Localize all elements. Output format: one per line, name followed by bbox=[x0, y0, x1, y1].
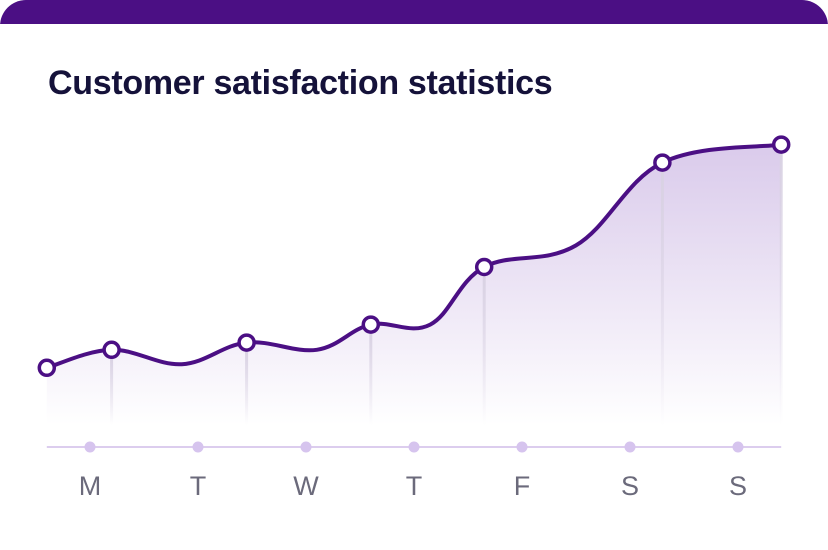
data-point-marker bbox=[653, 153, 672, 172]
x-tick-label: T bbox=[406, 471, 423, 501]
x-axis-dot bbox=[408, 441, 420, 453]
data-point-marker bbox=[102, 340, 121, 360]
drop-line bbox=[779, 152, 783, 425]
x-tick-label: F bbox=[514, 471, 531, 501]
drop-line bbox=[245, 350, 249, 425]
data-point-marker bbox=[37, 358, 57, 378]
x-tick-label: S bbox=[729, 471, 747, 501]
data-point-marker bbox=[771, 135, 791, 154]
x-tick-label: M bbox=[79, 471, 102, 501]
x-axis-dot bbox=[516, 441, 528, 453]
x-tick-label: S bbox=[621, 471, 639, 501]
x-tick-label: T bbox=[190, 471, 207, 501]
data-point-marker bbox=[361, 315, 381, 334]
drop-line bbox=[660, 170, 664, 425]
drop-line bbox=[482, 275, 486, 425]
x-axis-dot bbox=[732, 441, 744, 453]
x-axis-dot bbox=[624, 441, 636, 453]
data-point-marker bbox=[474, 257, 494, 277]
area-fill bbox=[46, 144, 782, 425]
x-axis-dot bbox=[84, 441, 96, 453]
data-point-marker bbox=[237, 333, 256, 352]
drop-line bbox=[369, 332, 373, 425]
x-axis-dot bbox=[192, 441, 204, 453]
card-top-bar bbox=[0, 0, 828, 24]
drop-line bbox=[110, 357, 114, 425]
series-line bbox=[44, 142, 784, 370]
chart-title: Customer satisfaction statistics bbox=[48, 64, 553, 102]
x-tick-label: W bbox=[293, 471, 319, 501]
x-axis-dot bbox=[300, 441, 312, 453]
